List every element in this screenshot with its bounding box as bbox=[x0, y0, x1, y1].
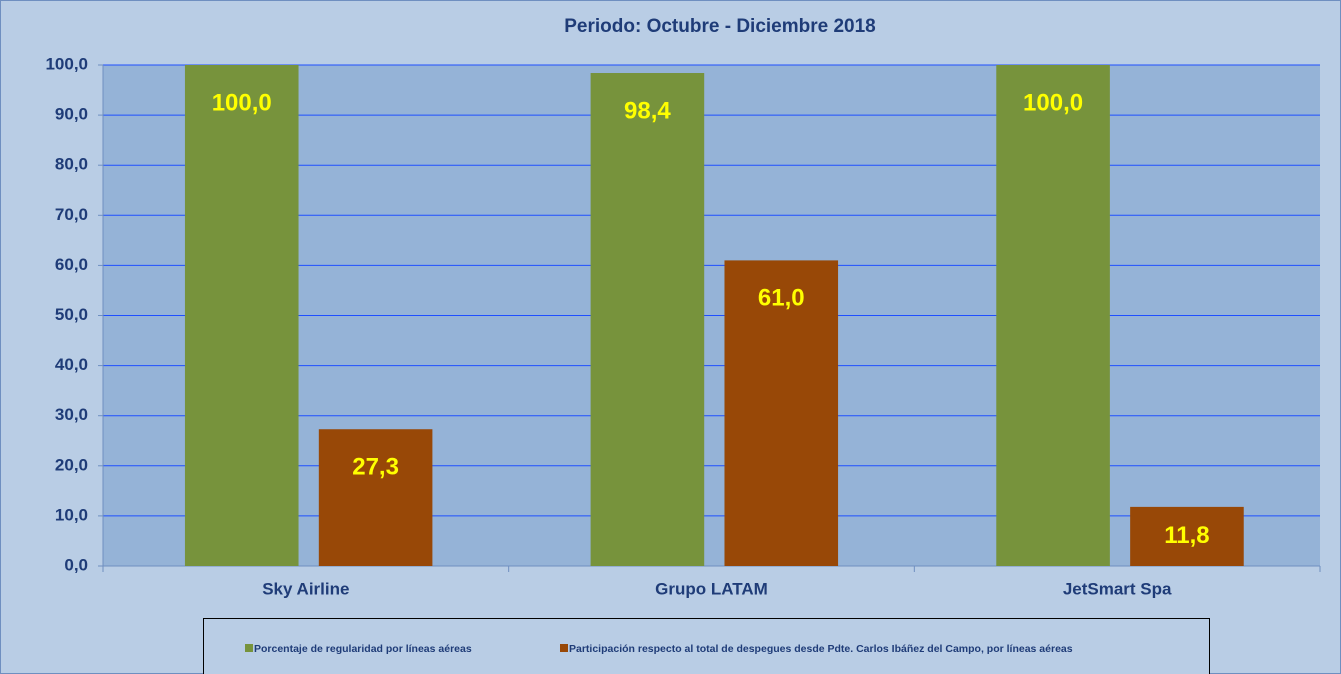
data-label: 100,0 bbox=[212, 89, 272, 116]
y-tick-label: 50,0 bbox=[55, 305, 88, 324]
y-tick-label: 80,0 bbox=[55, 155, 88, 174]
y-tick-label: 100,0 bbox=[45, 54, 88, 73]
data-label: 11,8 bbox=[1164, 522, 1209, 549]
x-tick-label: Sky Airline bbox=[262, 579, 349, 598]
bar bbox=[184, 65, 299, 566]
legend-swatch bbox=[245, 644, 253, 652]
legend-swatch bbox=[560, 644, 568, 652]
data-label: 27,3 bbox=[352, 454, 399, 481]
legend-box bbox=[203, 618, 1210, 674]
legend-label: Porcentaje de regularidad por líneas aér… bbox=[254, 643, 472, 655]
bar bbox=[1130, 506, 1244, 566]
bar bbox=[724, 260, 839, 566]
y-tick-label: 40,0 bbox=[55, 355, 88, 374]
data-label: 61,0 bbox=[758, 285, 805, 312]
y-tick-label: 30,0 bbox=[55, 405, 88, 424]
data-label: 98,4 bbox=[624, 97, 671, 124]
y-tick-label: 10,0 bbox=[55, 505, 88, 524]
y-tick-label: 20,0 bbox=[55, 455, 88, 474]
y-tick-label: 60,0 bbox=[55, 255, 88, 274]
y-tick-label: 0,0 bbox=[64, 555, 88, 574]
x-tick-label: JetSmart Spa bbox=[1063, 579, 1172, 598]
y-tick-label: 70,0 bbox=[55, 205, 88, 224]
y-tick-label: 90,0 bbox=[55, 105, 88, 124]
x-tick-label: Grupo LATAM bbox=[655, 579, 768, 598]
bar bbox=[996, 65, 1110, 566]
legend-label: Participación respecto al total de despe… bbox=[569, 643, 1073, 655]
bar bbox=[318, 429, 433, 566]
chart-title: Periodo: Octubre - Diciembre 2018 bbox=[564, 16, 876, 37]
data-label: 100,0 bbox=[1023, 89, 1083, 116]
bar bbox=[590, 73, 705, 567]
